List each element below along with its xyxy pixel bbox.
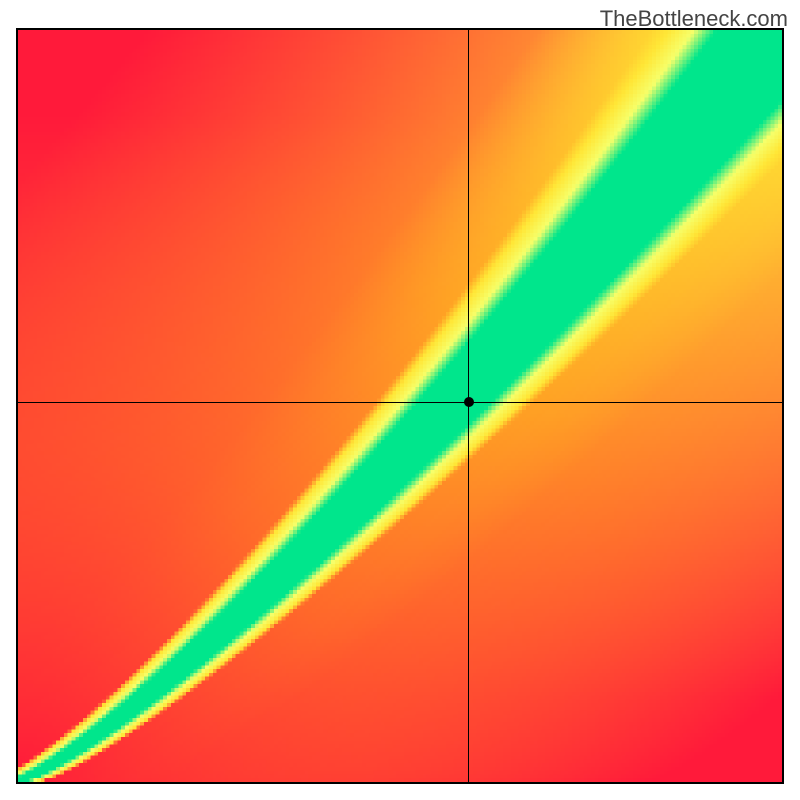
crosshair-horizontal [18,402,782,403]
gradient-heatmap [18,30,782,782]
watermark-text: TheBottleneck.com [600,6,788,32]
plot-border-left [16,28,18,784]
plot-border-right [782,28,784,784]
marker-dot [464,397,474,407]
plot-border-bottom [16,782,784,784]
chart-container: TheBottleneck.com [0,0,800,800]
